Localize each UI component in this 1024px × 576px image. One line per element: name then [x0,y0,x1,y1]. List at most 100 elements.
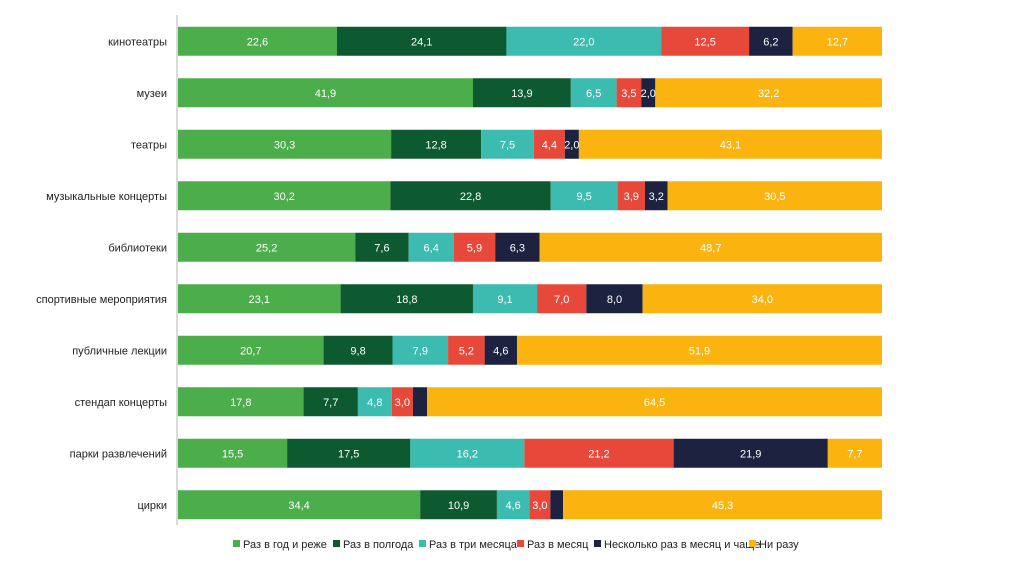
data-label: 64,5 [644,397,665,409]
bar-segment [178,78,473,108]
data-label: 18,8 [396,294,417,306]
category-label: парки развлечений [70,448,167,460]
bar-segment [792,26,882,56]
legend-swatch [333,540,340,547]
bar-segment [420,490,497,520]
bar-segment [533,129,565,159]
data-label: 21,2 [588,448,609,460]
data-label: 45,3 [712,500,733,512]
bar-segment [550,490,564,520]
data-label: 2,0 [641,88,656,100]
data-label: 22,8 [460,191,481,203]
data-label: 6,5 [586,88,601,100]
legend: Раз в год и реже Раз в полгода Раз в три м… [233,539,799,551]
bar-segment [827,438,882,468]
bar-segment [550,181,618,211]
bar-segment [287,438,411,468]
legend-swatch [419,540,426,547]
legend-label: Раз в месяц [527,539,589,551]
legend-label: Несколько раз в месяц и чаще [604,539,760,551]
bar-segment [642,284,882,314]
bar-segment [391,387,413,417]
legend-label: Раз в полгода [343,539,414,551]
data-label: 7,9 [413,345,428,357]
bar-segment [178,335,324,365]
legend-swatch [233,540,240,547]
bar-segment [673,438,828,468]
data-label: 3,0 [395,397,410,409]
data-label: 7,7 [323,397,338,409]
bar-segment [529,490,551,520]
data-label: 6,3 [510,242,525,254]
bar-segment [516,335,882,365]
bar-segment [355,232,409,262]
bar-segment [178,284,341,314]
bar-segment [495,232,540,262]
legend-label: Раз в год и реже [243,539,327,551]
bar-segment [336,26,507,56]
bar-segment [391,129,482,159]
bar-segment [484,335,517,365]
bar-segment [539,232,882,262]
data-label: 6,4 [424,242,439,254]
data-label: 17,8 [230,397,251,409]
data-label: 25,2 [256,242,277,254]
bar-segment [578,129,882,159]
data-label: 3,5 [621,88,636,100]
data-label: 22,6 [247,36,268,48]
data-label: 4,8 [367,397,382,409]
data-label: 22,0 [573,36,594,48]
category-label: кинотеатры [108,36,167,48]
data-label: 17,5 [338,448,359,460]
data-label: 8,0 [607,294,622,306]
bar-segment [661,26,750,56]
data-label: 7,7 [847,448,862,460]
bar-segment [453,232,496,262]
bar-segment [178,181,391,211]
data-label: 12,5 [694,36,715,48]
bar-segment [506,26,662,56]
data-label: 9,8 [350,345,365,357]
bar-segment [644,181,668,211]
bar-segment [564,129,579,159]
bar-segment [524,438,674,468]
category-label: спортивные мероприятия [36,294,167,306]
data-label: 24,1 [411,36,432,48]
bar-segment [472,284,538,314]
category-label: цирки [137,500,167,512]
data-label: 12,8 [425,139,446,151]
bar-segment [448,335,485,365]
data-label: 5,2 [459,345,474,357]
category-labels: кинотеатры музеи театры музыкальные концерт… [36,36,167,512]
data-label: 20,7 [240,345,261,357]
bar-segment [655,78,882,108]
data-label: 12,7 [827,36,848,48]
data-label: 4,4 [542,139,557,151]
data-label: 5,9 [467,242,482,254]
category-label: публичные лекции [72,345,167,357]
bar-segment [749,26,793,56]
bar-segment [481,129,534,159]
data-label: 34,0 [752,294,773,306]
data-label: 9,1 [497,294,512,306]
data-label: 30,2 [273,191,294,203]
data-label: 4,6 [505,500,520,512]
bar-segment [667,181,882,211]
bar-segment [178,387,304,417]
data-label: 21,9 [740,448,761,460]
bar-segment [392,335,449,365]
data-label: 32,2 [758,88,779,100]
bar-segment [586,284,643,314]
bar-segment [570,78,617,108]
bar-segment [178,232,356,262]
bar-segment [427,387,882,417]
bar-segment [537,284,587,314]
legend-swatch [517,540,524,547]
data-label: 43,1 [720,139,741,151]
category-label: музыкальные концерты [46,191,167,203]
bar-segment [410,438,525,468]
data-label: 10,9 [448,500,469,512]
category-label: музеи [137,88,167,100]
bar-segment [178,438,288,468]
